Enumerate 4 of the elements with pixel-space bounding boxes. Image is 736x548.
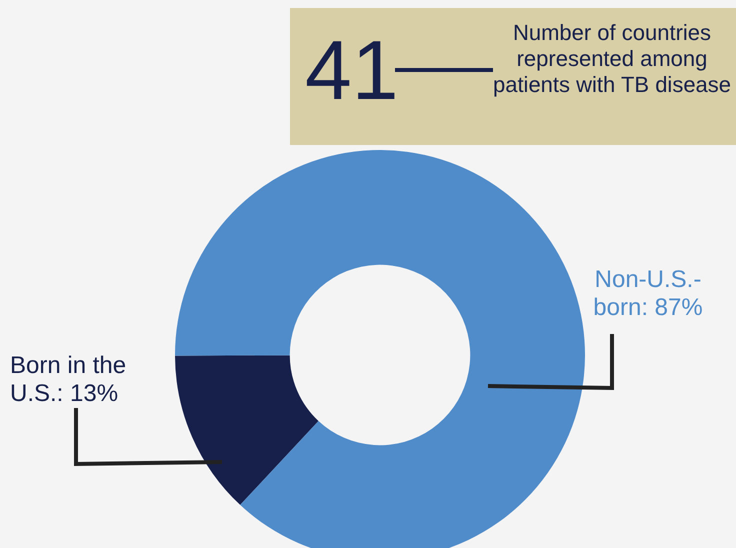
- slice-label: Born in the U.S.: 13%: [10, 352, 128, 408]
- slice-label: Non-U.S.-born: 87%: [592, 266, 704, 322]
- text: 41: [305, 22, 398, 119]
- text: Number of countries represented among patients with TB disease: [492, 20, 732, 98]
